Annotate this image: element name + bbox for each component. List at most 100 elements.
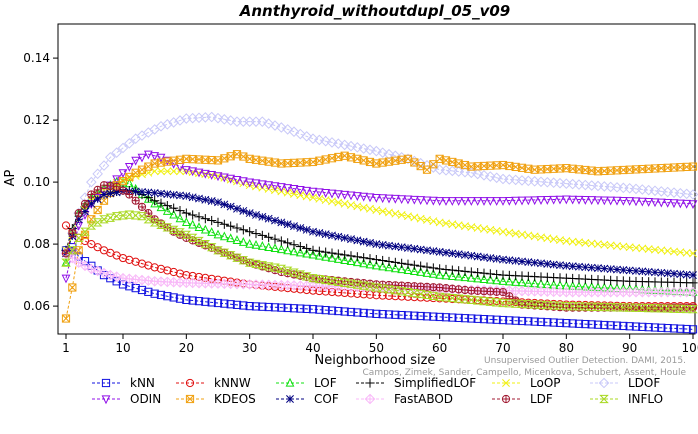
point-ldf (118, 186, 128, 195)
point-loop (606, 241, 615, 250)
point-knnw (498, 297, 508, 306)
point-inflo (137, 212, 147, 221)
point-cof (283, 220, 292, 229)
y-axis: 0.06 0.08 0.10 0.12 0.14 (23, 51, 58, 313)
point-odin (606, 196, 616, 206)
point-ldof (453, 166, 464, 177)
point-lof (384, 262, 394, 272)
point-odin (118, 169, 128, 179)
legend-label-ldf: LDF (530, 392, 553, 406)
point-lof (162, 206, 172, 215)
point-inflo (688, 305, 698, 314)
point-cof (575, 262, 583, 271)
point-knn (587, 320, 596, 329)
legend-item-knnw: kNNW (176, 376, 251, 390)
legend-label-fastabod: FastABOD (394, 392, 453, 406)
y-tick-label: 0.10 (23, 175, 50, 189)
point-cof (473, 252, 482, 261)
point-cof (537, 259, 545, 268)
point-simplifiedlof (308, 245, 318, 255)
point-lof (302, 248, 312, 258)
point-knn (403, 311, 413, 320)
point-simplifiedlof (245, 227, 255, 237)
legend-item-knn: kNN (92, 376, 155, 390)
point-lof (422, 268, 432, 277)
point-knnw (163, 266, 172, 275)
x-axis: 1 10 20 30 40 50 60 70 80 90 100 (62, 334, 698, 355)
point-lof (321, 251, 331, 261)
point-odin (289, 185, 299, 194)
point-knn (688, 325, 698, 334)
point-odin (409, 195, 419, 205)
point-lof (485, 274, 495, 284)
point-simplifiedlof (257, 230, 267, 241)
point-cof (271, 216, 279, 225)
point-cof (467, 251, 476, 260)
point-inflo (460, 295, 470, 304)
x-tick-label: 100 (682, 341, 698, 355)
point-inflo (257, 261, 268, 270)
point-loop (518, 230, 526, 239)
point-inflo (555, 301, 565, 310)
point-knn (650, 323, 660, 332)
point-odin (555, 195, 565, 205)
point-cof (480, 253, 488, 262)
point-cof (682, 270, 691, 279)
legend-item-simplifiedlof: SimplifiedLOF (356, 376, 476, 390)
point-cof (644, 267, 653, 276)
point-knn (682, 324, 691, 334)
point-lof (194, 222, 204, 231)
point-simplifiedlof (688, 278, 698, 288)
point-simplifiedlof (447, 265, 457, 275)
point-odin (466, 197, 476, 206)
point-cof (448, 249, 457, 258)
point-odin (492, 197, 502, 206)
point-inflo (213, 246, 223, 255)
point-inflo (168, 225, 179, 234)
point-cof (378, 240, 387, 249)
point-loop (448, 220, 457, 229)
point-odin (162, 156, 172, 166)
point-loop (587, 239, 596, 248)
point-simplifiedlof (302, 243, 312, 254)
point-inflo (593, 302, 603, 311)
point-odin (422, 196, 432, 206)
point-inflo (314, 275, 325, 284)
point-inflo (548, 301, 559, 310)
point-inflo (415, 289, 426, 299)
point-cof (410, 244, 419, 253)
point-odin (549, 195, 559, 205)
point-inflo (580, 302, 591, 311)
point-odin (143, 150, 153, 160)
point-cof (233, 204, 241, 213)
point-cof (619, 266, 628, 274)
point-cof (524, 258, 533, 267)
point-loop (315, 194, 324, 203)
point-cof (689, 271, 697, 280)
point-knn (251, 302, 261, 311)
credit-line-1: Unsupervised Outlier Detection. DAMI, 20… (484, 356, 686, 366)
point-cof (404, 244, 412, 252)
point-knn (460, 314, 470, 323)
point-cof (606, 265, 615, 274)
point-inflo (339, 278, 350, 287)
point-loop (575, 238, 583, 247)
point-cof (505, 256, 514, 265)
point-knn (676, 324, 685, 333)
point-knnw (486, 296, 495, 305)
point-simplifiedlof (422, 262, 432, 272)
point-simplifiedlof (416, 261, 426, 271)
point-cof (638, 267, 647, 276)
point-knn (321, 306, 330, 315)
point-odin (302, 186, 312, 196)
point-lof (511, 277, 521, 286)
point-lof (333, 254, 343, 263)
point-lof (352, 257, 362, 267)
point-fastabod (105, 269, 116, 281)
point-loop (372, 206, 381, 214)
point-inflo (669, 304, 679, 313)
point-inflo (156, 220, 166, 229)
point-odin (352, 192, 362, 201)
point-simplifiedlof (162, 201, 172, 211)
legend-item-fastabod: FastABOD (356, 392, 453, 406)
